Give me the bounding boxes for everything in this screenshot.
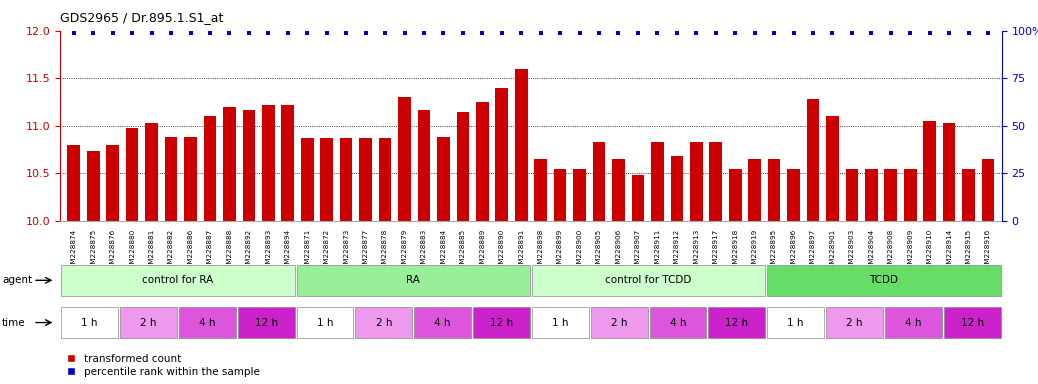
Bar [826, 307, 883, 338]
Text: 1 h: 1 h [788, 318, 804, 328]
Text: 12 h: 12 h [726, 318, 748, 328]
Text: agent: agent [2, 275, 32, 285]
Text: 1 h: 1 h [81, 318, 98, 328]
Bar [379, 138, 391, 221]
Text: GDS2965 / Dr.895.1.S1_at: GDS2965 / Dr.895.1.S1_at [60, 12, 223, 25]
Text: 2 h: 2 h [846, 318, 863, 328]
Bar [339, 138, 353, 221]
Text: control for TCDD: control for TCDD [605, 275, 691, 285]
Bar [573, 169, 585, 221]
Bar [414, 307, 471, 338]
Bar [203, 116, 216, 221]
Bar [262, 105, 275, 221]
Bar [126, 127, 138, 221]
Bar [223, 107, 236, 221]
Bar [885, 307, 941, 338]
Bar [651, 142, 663, 221]
Bar [184, 137, 197, 221]
Bar [531, 265, 765, 296]
Bar [281, 105, 294, 221]
Bar [591, 307, 648, 338]
Bar [321, 138, 333, 221]
Bar [476, 102, 489, 221]
Bar [729, 169, 741, 221]
Bar [179, 307, 236, 338]
Bar [709, 142, 722, 221]
Bar [767, 307, 824, 338]
Bar [495, 88, 508, 221]
Text: 1 h: 1 h [317, 318, 333, 328]
Text: 4 h: 4 h [905, 318, 922, 328]
Bar [709, 307, 765, 338]
Bar [67, 145, 80, 221]
Text: control for RA: control for RA [142, 275, 214, 285]
Bar [944, 307, 1001, 338]
Bar [846, 169, 858, 221]
Bar [612, 159, 625, 221]
Bar [884, 169, 897, 221]
Bar [165, 137, 177, 221]
Text: 2 h: 2 h [376, 318, 392, 328]
Bar [767, 265, 1001, 296]
Text: RA: RA [406, 275, 420, 285]
Bar [61, 265, 295, 296]
Bar [865, 169, 878, 221]
Bar [515, 69, 527, 221]
Bar [690, 142, 703, 221]
Bar [535, 159, 547, 221]
Bar [457, 111, 469, 221]
Bar [301, 138, 313, 221]
Bar [399, 97, 411, 221]
Text: TCDD: TCDD [870, 275, 899, 285]
Bar [238, 307, 295, 338]
Text: 4 h: 4 h [435, 318, 450, 328]
Bar [359, 138, 372, 221]
Bar [768, 159, 781, 221]
Text: time: time [2, 318, 26, 328]
Bar [87, 151, 100, 221]
Bar [904, 169, 917, 221]
Text: 2 h: 2 h [611, 318, 627, 328]
Bar [650, 307, 707, 338]
Text: 2 h: 2 h [140, 318, 157, 328]
Bar [120, 307, 176, 338]
Text: 1 h: 1 h [552, 318, 569, 328]
Bar [962, 169, 975, 221]
Bar [107, 145, 119, 221]
Bar [297, 265, 530, 296]
Bar [61, 307, 118, 338]
Text: 4 h: 4 h [670, 318, 686, 328]
Text: 12 h: 12 h [254, 318, 278, 328]
Bar [982, 159, 994, 221]
Bar [787, 169, 800, 221]
Bar [554, 169, 567, 221]
Bar [297, 307, 353, 338]
Bar [243, 109, 255, 221]
Bar [748, 159, 761, 221]
Text: 12 h: 12 h [961, 318, 984, 328]
Bar [807, 99, 819, 221]
Bar [473, 307, 530, 338]
Bar [671, 156, 683, 221]
Bar [531, 307, 589, 338]
Text: 12 h: 12 h [490, 318, 513, 328]
Bar [593, 142, 605, 221]
Text: 4 h: 4 h [199, 318, 216, 328]
Bar [826, 116, 839, 221]
Bar [145, 123, 158, 221]
Legend: transformed count, percentile rank within the sample: transformed count, percentile rank withi… [65, 354, 261, 377]
Bar [924, 121, 936, 221]
Bar [355, 307, 412, 338]
Bar [417, 109, 431, 221]
Bar [943, 123, 955, 221]
Bar [437, 137, 449, 221]
Bar [631, 175, 645, 221]
